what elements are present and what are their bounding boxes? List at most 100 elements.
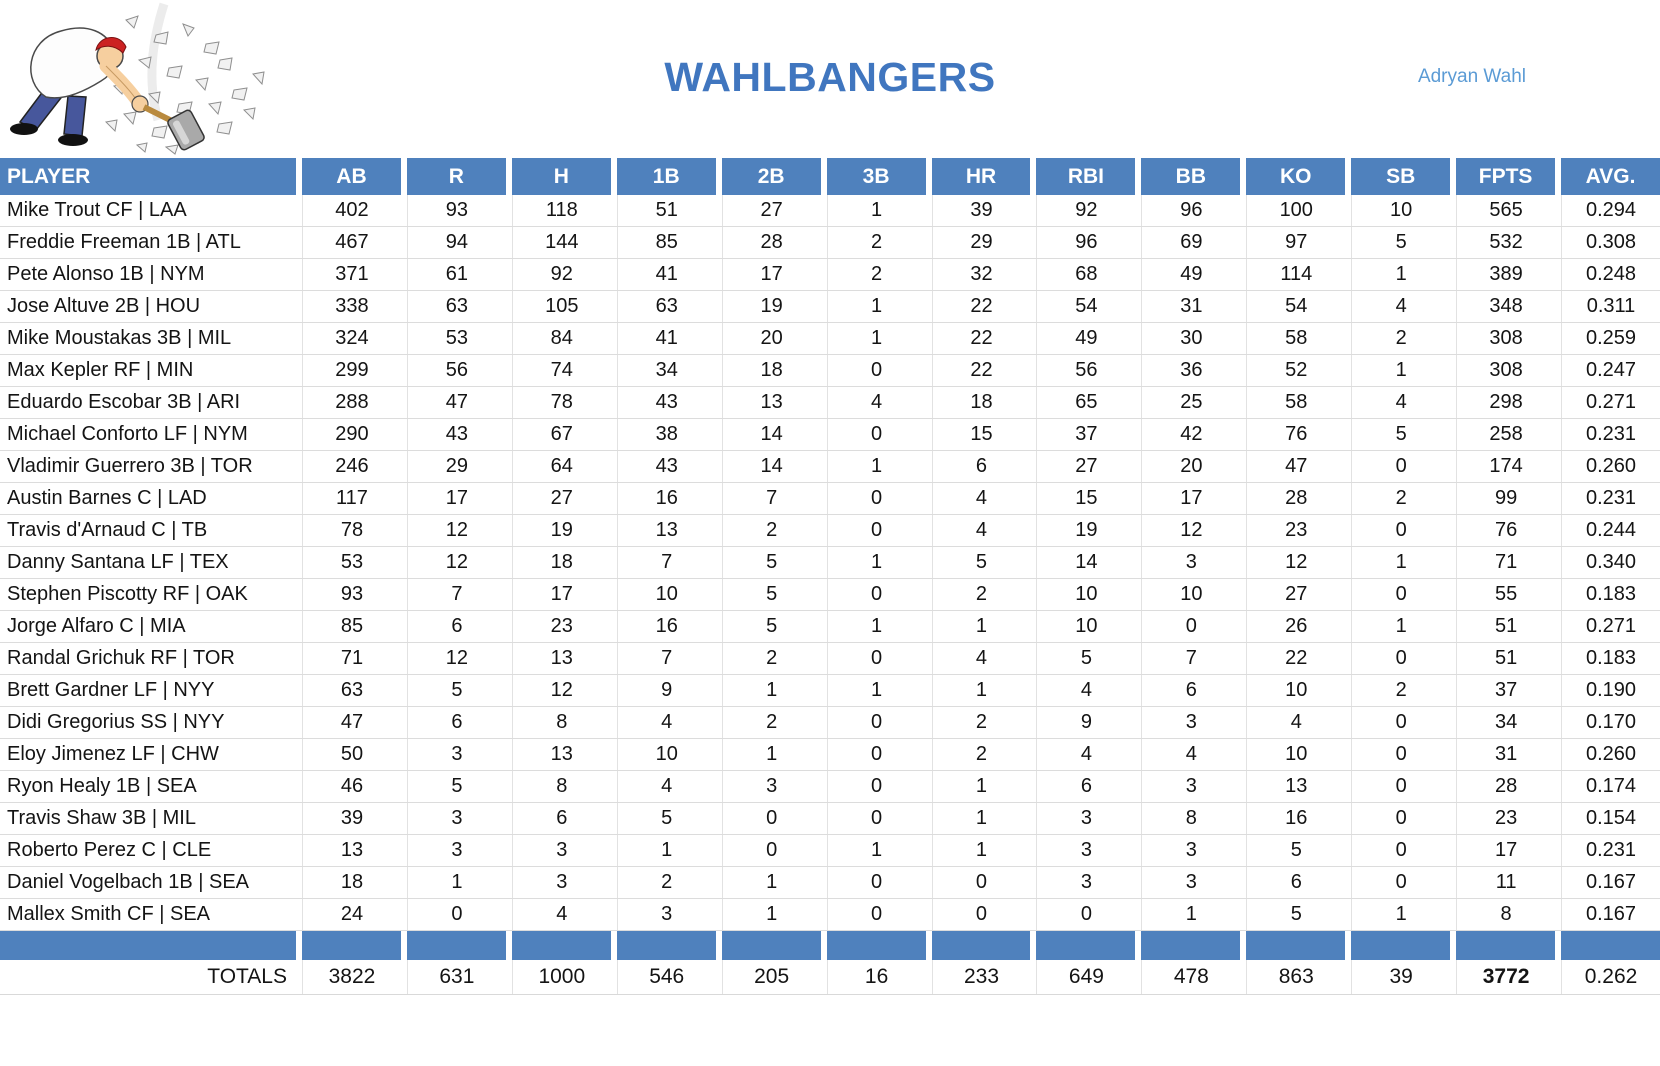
stat-value: 2 — [931, 739, 1031, 770]
separator-cell — [721, 931, 821, 960]
stat-value: 0 — [826, 867, 926, 898]
stat-value: 51 — [1456, 611, 1555, 642]
stat-value: 1 — [1351, 355, 1450, 386]
stat-value: 3 — [616, 899, 716, 930]
separator-cell — [1141, 931, 1241, 960]
table-row: Vladimir Guerrero 3B | TOR 246 29 64 43 14 1 6 2… — [0, 451, 1660, 483]
stat-value: 4 — [1141, 739, 1240, 770]
stat-value: 63 — [616, 291, 716, 322]
stat-value: 1 — [721, 675, 821, 706]
stat-value: 4 — [511, 899, 611, 930]
stat-value: 1 — [826, 675, 926, 706]
stat-value: 27 — [511, 483, 611, 514]
player-name: Freddie Freeman 1B | ATL — [7, 231, 241, 253]
stat-value: 0 — [826, 579, 926, 610]
stat-value: 8 — [511, 707, 611, 738]
stat-value: 64 — [511, 451, 611, 482]
stat-value: 13 — [616, 515, 716, 546]
stat-value: 0.294 — [1561, 195, 1660, 226]
stat-value: 0 — [1351, 803, 1450, 834]
player-name: Didi Gregorius SS | NYY — [7, 711, 225, 733]
player-name: Danny Santana LF | TEX — [7, 551, 229, 573]
stat-value: 0.167 — [1561, 867, 1660, 898]
stat-value: 0 — [931, 899, 1031, 930]
stat-value: 14 — [721, 419, 821, 450]
stat-value: 1 — [826, 291, 926, 322]
column-header-rbi: RBI — [1036, 158, 1136, 195]
stat-value: 5 — [721, 611, 821, 642]
player-name: Michael Conforto LF | NYM — [7, 423, 248, 445]
column-header-fpts: FPTS — [1456, 158, 1556, 195]
stat-value: 99 — [1456, 483, 1555, 514]
stat-value: 23 — [1246, 515, 1345, 546]
stat-value: 37 — [1036, 419, 1135, 450]
stat-value: 299 — [302, 355, 401, 386]
stat-value: 100 — [1246, 195, 1345, 226]
stat-value: 93 — [302, 579, 401, 610]
stat-value: 0.271 — [1561, 387, 1660, 418]
stat-value: 30 — [1141, 323, 1240, 354]
stat-value: 3 — [1036, 835, 1135, 866]
stat-value: 0.311 — [1561, 291, 1660, 322]
stat-value: 1 — [721, 867, 821, 898]
totals-value: 478 — [1141, 960, 1240, 994]
separator-cell — [406, 931, 506, 960]
stat-value: 0 — [1351, 771, 1450, 802]
stat-value: 34 — [1456, 707, 1555, 738]
stat-value: 8 — [511, 771, 611, 802]
page-header: WAHLBANGERS Adryan Wahl — [0, 0, 1660, 158]
stat-value: 51 — [616, 195, 716, 226]
stat-value: 308 — [1456, 323, 1555, 354]
stat-value: 3 — [406, 803, 506, 834]
stat-value: 0.248 — [1561, 259, 1660, 290]
stat-value: 74 — [511, 355, 611, 386]
stat-value: 1 — [931, 835, 1031, 866]
stat-value: 0.231 — [1561, 835, 1660, 866]
stat-value: 389 — [1456, 259, 1555, 290]
stat-value: 0.170 — [1561, 707, 1660, 738]
separator-cell — [1456, 931, 1556, 960]
stat-value: 68 — [1036, 259, 1135, 290]
stat-value: 0 — [826, 483, 926, 514]
stat-value: 298 — [1456, 387, 1555, 418]
stat-value: 0 — [1351, 835, 1450, 866]
totals-value: 1000 — [511, 960, 611, 994]
stat-value: 58 — [1246, 323, 1345, 354]
stat-value: 67 — [511, 419, 611, 450]
stat-value: 41 — [616, 323, 716, 354]
stat-value: 3 — [1141, 771, 1240, 802]
stat-value: 94 — [406, 227, 506, 258]
stat-value: 3 — [1141, 707, 1240, 738]
stat-value: 53 — [302, 547, 401, 578]
swing-trail — [147, 2, 169, 122]
table-row: Eloy Jimenez LF | CHW 50 3 13 10 1 0 2 4 4 10 0 31 0.… — [0, 739, 1660, 771]
stat-value: 7 — [406, 579, 506, 610]
stat-value: 0 — [826, 899, 926, 930]
column-header-3b: 3B — [826, 158, 926, 195]
stat-value: 1 — [721, 899, 821, 930]
stat-value: 20 — [721, 323, 821, 354]
stat-value: 52 — [1246, 355, 1345, 386]
player-name: Austin Barnes C | LAD — [7, 487, 207, 509]
table-row: Jorge Alfaro C | MIA 85 6 23 16 5 1 1 10 0 26 1 51 0.… — [0, 611, 1660, 643]
stat-value: 55 — [1456, 579, 1555, 610]
stat-value: 61 — [406, 259, 506, 290]
stat-value: 22 — [931, 355, 1031, 386]
stat-value: 76 — [1246, 419, 1345, 450]
stat-value: 4 — [826, 387, 926, 418]
stat-value: 13 — [511, 739, 611, 770]
stat-value: 18 — [302, 867, 401, 898]
player-name: Daniel Vogelbach 1B | SEA — [7, 871, 250, 893]
stat-value: 0.174 — [1561, 771, 1660, 802]
stat-value: 54 — [1246, 291, 1345, 322]
stat-value: 6 — [1141, 675, 1240, 706]
stat-value: 5 — [931, 547, 1031, 578]
player-name: Mike Trout CF | LAA — [7, 199, 187, 221]
stat-value: 5 — [1246, 899, 1345, 930]
table-row: Daniel Vogelbach 1B | SEA 18 1 3 2 1 0 0 3 3 6 0 11 0… — [0, 867, 1660, 899]
stat-value: 27 — [721, 195, 821, 226]
stat-value: 96 — [1141, 195, 1240, 226]
stat-value: 117 — [302, 483, 401, 514]
player-name: Ryon Healy 1B | SEA — [7, 775, 197, 797]
stat-value: 24 — [302, 899, 401, 930]
